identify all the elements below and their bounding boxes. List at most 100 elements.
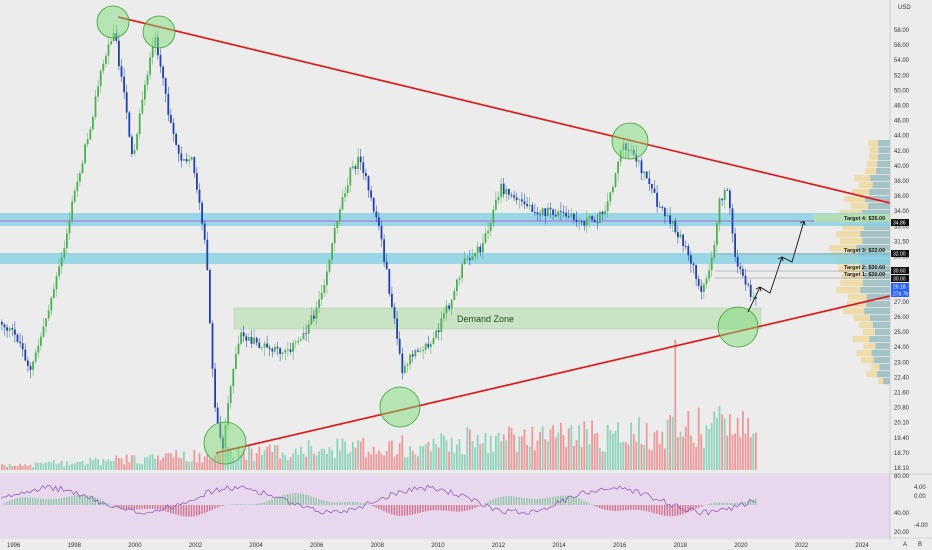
demand-zone-box xyxy=(233,307,762,330)
macd-bar xyxy=(320,499,323,505)
macd-bar xyxy=(71,495,73,505)
macd-bar xyxy=(40,498,42,505)
candle-body xyxy=(692,263,695,266)
corner-label-b[interactable]: B xyxy=(918,542,922,548)
volume-bar xyxy=(632,434,635,470)
oscillator-tick: 20.00 xyxy=(894,530,910,536)
candle-body xyxy=(89,129,92,140)
volume-bar xyxy=(476,434,479,470)
volume-bar xyxy=(749,437,752,470)
volume-bar xyxy=(645,423,648,470)
macd-bar xyxy=(328,501,330,505)
macd-bar xyxy=(133,505,135,510)
macd-bar xyxy=(367,504,369,505)
macd-bar xyxy=(68,496,70,505)
volume-bar xyxy=(729,414,731,470)
candle-body xyxy=(73,190,76,202)
candle-body xyxy=(29,365,32,370)
oscillator-tick: 4.00 xyxy=(914,485,926,491)
volume-profile-bar xyxy=(868,140,890,147)
candle-body xyxy=(521,199,523,202)
volume-bar xyxy=(146,456,149,470)
candle-body xyxy=(708,270,710,279)
macd-bar xyxy=(42,498,44,505)
macd-bar xyxy=(534,498,536,505)
candle-body xyxy=(549,207,552,210)
macd-bar xyxy=(372,505,375,507)
volume-bar xyxy=(638,416,640,470)
candle-body xyxy=(458,278,461,280)
price-badge-label: 34.86 xyxy=(893,221,906,227)
macd-bar xyxy=(216,505,219,508)
price-badge-label: 30.60 xyxy=(893,269,906,275)
volume-bar xyxy=(684,426,687,470)
volume-bar xyxy=(349,452,352,470)
volume-profile-bar xyxy=(863,224,890,231)
candle-body xyxy=(586,218,588,226)
macd-bar xyxy=(339,502,341,505)
volume-bar xyxy=(149,454,151,470)
candle-body xyxy=(669,215,671,224)
macd-bar xyxy=(89,495,91,505)
macd-bar xyxy=(755,498,757,505)
volume-bar xyxy=(687,411,690,470)
price-tick: 36.00 xyxy=(894,194,910,200)
volume-bar xyxy=(302,453,305,470)
volume-bar xyxy=(599,447,601,470)
volume-bar xyxy=(214,455,216,470)
candle-body xyxy=(742,268,744,276)
volume-bar xyxy=(606,424,609,470)
volume-bar xyxy=(99,465,102,470)
macd-bar xyxy=(336,502,338,505)
macd-bar xyxy=(661,505,663,516)
candle-body xyxy=(526,203,528,207)
volume-bar xyxy=(279,458,281,470)
macd-bar xyxy=(578,498,580,505)
volume-bar xyxy=(752,433,755,470)
candle-body xyxy=(606,201,609,212)
volume-bar xyxy=(76,461,79,470)
candle-body xyxy=(409,354,411,365)
macd-bar xyxy=(118,505,120,508)
macd-bar xyxy=(242,504,245,505)
time-tick: 2004 xyxy=(249,543,263,549)
volume-bar xyxy=(263,450,266,470)
volume-bar xyxy=(414,454,417,470)
macd-bar xyxy=(112,505,115,506)
volume-bar xyxy=(131,455,133,470)
candle-body xyxy=(474,252,476,257)
corner-label-a[interactable]: A xyxy=(903,542,907,548)
candle-body xyxy=(362,162,365,173)
volume-bar xyxy=(614,431,617,470)
macd-bar xyxy=(396,505,398,516)
volume-bar xyxy=(136,463,138,470)
candle-body xyxy=(300,339,302,341)
candle-body xyxy=(666,215,669,217)
volume-bar xyxy=(55,464,58,470)
candle-body xyxy=(721,198,723,201)
volume-bar xyxy=(458,439,461,470)
volume-bar xyxy=(354,447,357,470)
candle-body xyxy=(500,183,502,197)
volume-bar xyxy=(284,455,287,470)
volume-profile-bar xyxy=(853,315,890,322)
macd-bar xyxy=(474,505,476,509)
volume-bar xyxy=(183,451,185,470)
price-badge xyxy=(891,267,909,274)
macd-bar xyxy=(453,505,455,512)
volume-bar xyxy=(68,465,71,470)
macd-bar xyxy=(144,505,146,509)
candle-body xyxy=(281,352,284,354)
volume-bar xyxy=(138,463,141,470)
time-tick: 2016 xyxy=(613,543,627,549)
candle-body xyxy=(755,296,757,299)
volume-bar xyxy=(339,450,341,470)
candle-body xyxy=(684,246,687,247)
macd-bar xyxy=(723,502,726,505)
candle-body xyxy=(68,220,71,234)
volume-bar xyxy=(523,429,526,470)
volume-bar xyxy=(726,435,729,470)
macd-bar xyxy=(297,493,299,505)
volume-bar xyxy=(427,441,430,470)
